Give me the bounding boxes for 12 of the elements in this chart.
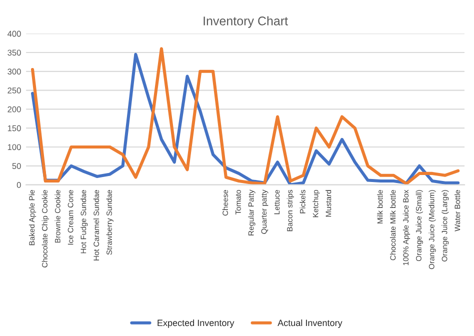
y-tick-label: 50 xyxy=(12,163,21,169)
legend-label: Actual Inventory xyxy=(278,319,342,328)
y-tick-label: 250 xyxy=(8,88,21,94)
y-tick-label: 200 xyxy=(8,106,21,112)
y-tick-label: 400 xyxy=(8,30,21,37)
legend-label: Expected Inventory xyxy=(158,319,234,328)
y-tick-label: 350 xyxy=(8,50,21,56)
y-tick-label: 0 xyxy=(16,182,21,188)
chart-title: Inventory Chart xyxy=(204,16,288,28)
y-tick-label: 100 xyxy=(8,144,21,150)
y-tick-label: 150 xyxy=(8,125,21,132)
y-tick-label: 300 xyxy=(8,68,21,74)
